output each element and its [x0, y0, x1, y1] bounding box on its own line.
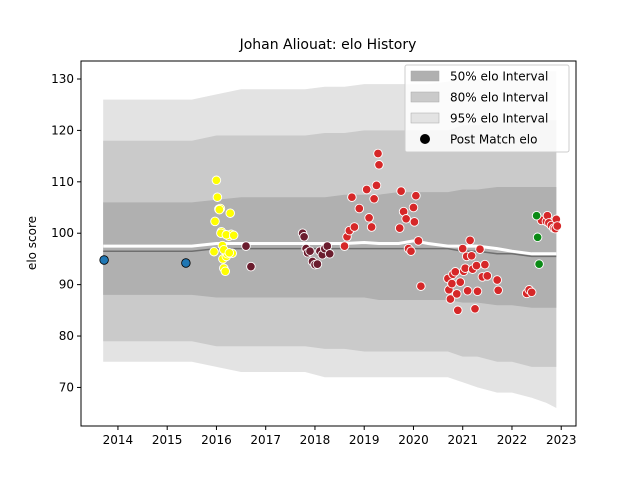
y-tick-label: 80	[59, 329, 74, 343]
data-point	[409, 217, 420, 227]
data-point	[228, 230, 239, 241]
data-point	[526, 287, 537, 298]
data-point	[465, 235, 475, 246]
legend-swatch	[410, 91, 440, 103]
x-tick-label: 2019	[349, 433, 380, 447]
data-point	[457, 243, 468, 254]
y-axis-label: elo score	[25, 216, 39, 270]
data-point	[373, 148, 383, 159]
data-point	[450, 267, 461, 277]
x-tick-label: 2023	[546, 433, 577, 447]
data-point	[224, 248, 235, 258]
data-point	[361, 184, 372, 195]
legend-label: 50% elo Interval	[450, 70, 548, 84]
data-point	[347, 192, 357, 202]
data-point	[453, 305, 463, 316]
data-point	[364, 213, 374, 223]
legend-label: 95% elo Interval	[450, 112, 548, 126]
y-tick-label: 90	[59, 278, 74, 292]
data-point	[312, 259, 323, 269]
data-point	[396, 186, 406, 196]
data-point	[472, 286, 483, 297]
data-point	[406, 246, 416, 256]
data-point	[492, 275, 502, 285]
data-point	[401, 214, 411, 224]
legend-box	[404, 64, 570, 153]
data-point	[209, 246, 219, 257]
x-tick-label: 2021	[447, 433, 478, 447]
data-point	[408, 202, 419, 213]
data-point	[413, 236, 424, 246]
data-point	[480, 259, 490, 270]
legend-label: Post Match elo	[450, 133, 537, 147]
data-point	[411, 190, 421, 201]
x-tick-label: 2016	[201, 433, 232, 447]
data-point	[211, 175, 222, 186]
y-tick-label: 130	[51, 72, 74, 86]
plot-frame	[80, 60, 577, 427]
y-axis: 70 80 90 100 110 120 130	[51, 72, 81, 394]
x-tick-label: 2014	[103, 433, 134, 447]
data-point	[220, 266, 231, 277]
legend-label: 80% elo Interval	[450, 91, 548, 105]
data-point	[416, 281, 426, 291]
data-point	[99, 255, 109, 265]
chart-title: Johan Aliouat: elo History	[239, 37, 417, 53]
data-point	[532, 232, 543, 243]
data-point	[462, 286, 473, 296]
data-point	[299, 232, 309, 242]
data-point	[531, 210, 542, 221]
data-point	[470, 304, 480, 314]
data-point	[366, 222, 377, 232]
data-point	[482, 271, 493, 281]
data-point	[534, 259, 544, 269]
x-axis: 2014 2015 2016 2017 2018 2019 2020 2021 2022 2023	[103, 426, 577, 447]
post-match-points	[99, 148, 563, 316]
y-tick-label: 100	[51, 226, 74, 240]
data-point	[452, 289, 462, 299]
data-point	[552, 221, 563, 231]
legend-swatch	[410, 70, 440, 82]
plot-area	[80, 60, 577, 427]
data-point	[324, 249, 335, 259]
x-tick-label: 2015	[152, 433, 183, 447]
data-point	[181, 258, 191, 268]
legend-swatch	[410, 112, 440, 124]
data-point	[475, 244, 485, 254]
data-point	[369, 194, 379, 204]
y-tick-label: 70	[59, 380, 74, 394]
data-point	[210, 216, 220, 227]
data-point	[471, 260, 482, 271]
data-point	[493, 285, 503, 296]
x-tick-label: 2017	[250, 433, 281, 447]
data-point	[212, 192, 223, 202]
data-point	[241, 241, 251, 251]
data-point	[371, 180, 382, 191]
y-tick-label: 110	[51, 175, 74, 189]
x-tick-label: 2020	[398, 433, 429, 447]
data-point	[447, 278, 457, 289]
legend-marker	[420, 134, 430, 144]
data-point	[455, 277, 466, 287]
data-point	[466, 251, 477, 261]
data-point	[445, 294, 456, 304]
data-point	[354, 203, 365, 214]
x-tick-label: 2018	[300, 433, 331, 447]
data-point	[246, 261, 256, 272]
legend: 50% elo Interval 80% elo Interval 95% elo …	[404, 64, 570, 153]
data-point	[214, 204, 225, 215]
data-point	[374, 160, 384, 170]
data-point	[305, 246, 315, 256]
data-point	[349, 222, 360, 232]
x-tick-label: 2022	[497, 433, 528, 447]
y-tick-label: 120	[51, 123, 74, 137]
data-point	[394, 223, 405, 233]
data-point	[339, 241, 350, 251]
data-point	[225, 208, 235, 218]
